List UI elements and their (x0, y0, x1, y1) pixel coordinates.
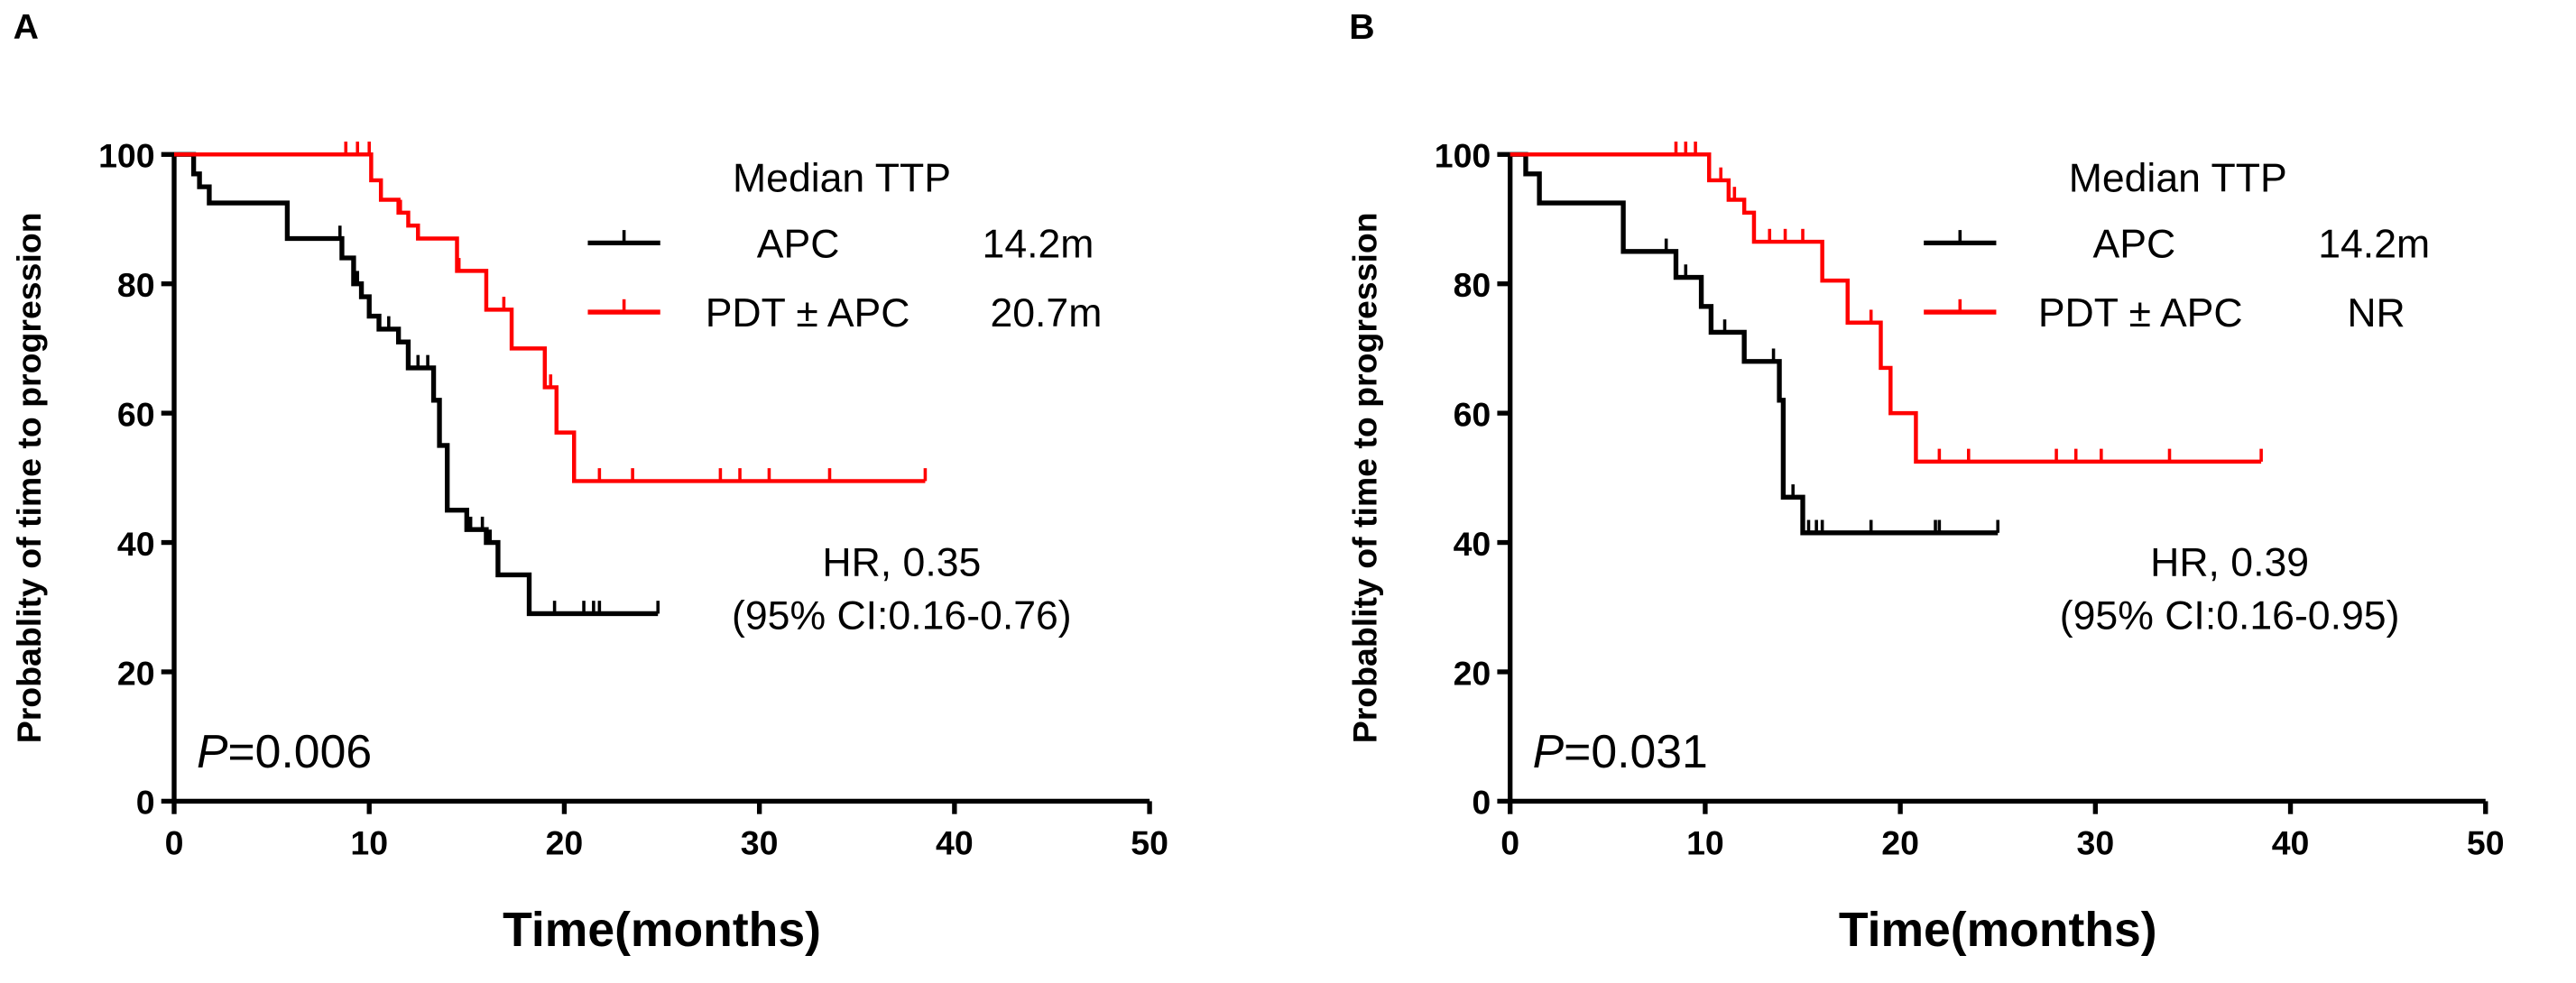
panel-letter: A (14, 7, 39, 47)
x-tick-label: 10 (350, 823, 388, 861)
x-tick-label: 0 (165, 823, 184, 861)
x-tick-label: 40 (2272, 823, 2310, 861)
x-axis-title: Time(months) (1839, 904, 2157, 957)
panel-b: B Probablity of time to progression Time… (1346, 7, 2505, 957)
y-tick-label: 80 (1454, 266, 1491, 304)
svg-text:P=0.006: P=0.006 (197, 725, 372, 777)
p-label: P (197, 725, 228, 777)
y-tick-label: 100 (1435, 137, 1491, 175)
legend-median-apc: 14.2m (2318, 222, 2430, 266)
y-tick-label: 60 (1454, 395, 1491, 433)
y-tick-label: 0 (1472, 784, 1491, 822)
p-value: =0.031 (1564, 725, 1708, 777)
p-label: P (1533, 725, 1565, 777)
y-tick-label: 20 (117, 654, 155, 692)
panel-letter: B (1349, 7, 1374, 47)
panel-a: A Probablity of time to progression Time… (10, 7, 1168, 957)
legend-label-apc: APC (2092, 222, 2175, 266)
survival-curve-apc (1510, 152, 1999, 536)
y-tick-label: 40 (117, 525, 155, 563)
svg-text:P=0.031: P=0.031 (1533, 725, 1708, 777)
x-tick-label: 30 (741, 823, 779, 861)
x-tick-label: 50 (1131, 823, 1168, 861)
legend-title: Median TTP (2069, 156, 2287, 200)
survival-curve-pdt (1510, 152, 2262, 464)
hazard-ratio: HR, 0.35 (822, 541, 981, 585)
hazard-ratio: HR, 0.39 (2150, 541, 2309, 585)
p-value: =0.006 (227, 725, 372, 777)
y-tick-label: 60 (117, 395, 155, 433)
x-tick-label: 10 (1686, 823, 1724, 861)
legend-label-pdt: PDT ± APC (2038, 291, 2243, 335)
x-tick-label: 20 (1881, 823, 1919, 861)
legend-median-pdt: 20.7m (990, 291, 1102, 335)
x-tick-label: 30 (2076, 823, 2114, 861)
y-tick-label: 40 (1454, 525, 1491, 563)
y-axis-title: Probablity of time to progression (10, 212, 48, 743)
y-tick-label: 80 (117, 266, 155, 304)
x-tick-label: 20 (546, 823, 584, 861)
y-tick-label: 20 (1454, 654, 1491, 692)
legend-label-pdt: PDT ± APC (706, 291, 910, 335)
survival-curve-apc (173, 152, 659, 617)
confidence-interval: (95% CI:0.16-0.76) (732, 594, 1072, 638)
x-tick-label: 0 (1500, 823, 1519, 861)
x-tick-label: 40 (936, 823, 974, 861)
legend-title: Median TTP (733, 156, 951, 200)
legend-label-apc: APC (757, 222, 840, 266)
y-axis-title: Probablity of time to progression (1346, 212, 1384, 743)
y-tick-label: 100 (98, 137, 155, 175)
legend-median-pdt: NR (2347, 291, 2405, 335)
y-tick-label: 0 (136, 784, 155, 822)
x-tick-label: 50 (2467, 823, 2505, 861)
x-axis-title: Time(months) (503, 904, 821, 957)
legend-median-apc: 14.2m (983, 222, 1094, 266)
confidence-interval: (95% CI:0.16-0.95) (2060, 594, 2400, 638)
